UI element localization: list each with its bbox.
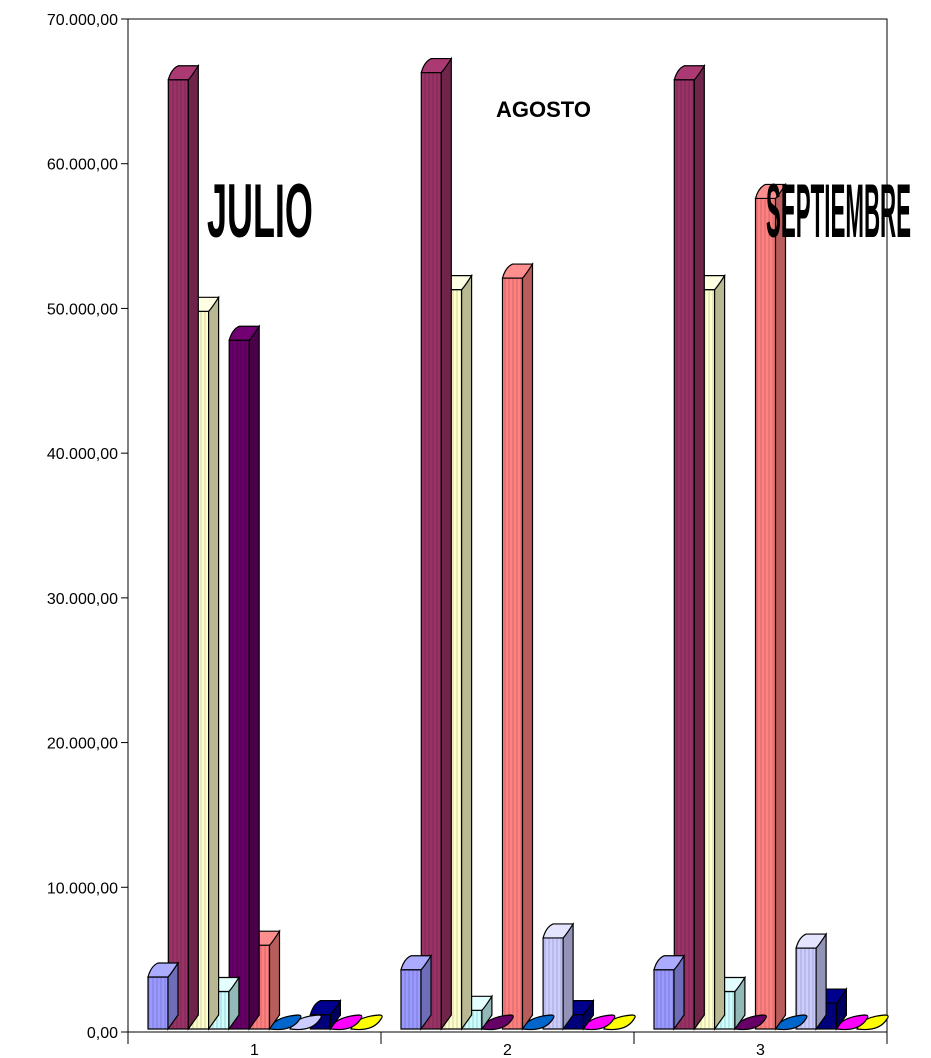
x-tick-label: 2 [503,1042,512,1058]
bar [653,953,686,1031]
bar [400,953,433,1031]
y-tick-label: 60.000,00 [47,157,118,174]
bar [754,182,787,1031]
bar [481,1014,514,1031]
annotation-julio: JULIO [207,168,313,254]
bar [582,1014,616,1031]
y-tick-label: 40.000,00 [47,446,118,463]
bar [734,1014,767,1031]
bar [795,932,828,1031]
plot-area [127,18,888,1033]
y-tick-label: 30.000,00 [47,591,118,608]
x-tick-label: 3 [756,1042,765,1058]
bar [501,262,534,1031]
bar [420,56,453,1031]
bars-group [147,56,889,1031]
bar [269,1014,302,1031]
y-tick-label: 50.000,00 [47,301,118,318]
annotation-septiembre: SEPTIEMBRE [766,169,911,253]
bar [522,1014,555,1031]
y-tick-label: 10.000,00 [47,880,118,897]
y-tick-label: 0,00 [87,1025,118,1042]
y-tick-label: 70.000,00 [47,12,118,29]
bar [167,63,200,1031]
plot-border [127,18,888,1033]
bar [542,922,575,1031]
bar [835,1014,869,1031]
bar [309,998,342,1031]
y-axis: 0,00 10.000,00 20.000,00 30.000,00 40.000,00… [47,12,128,1042]
annotation-agosto: AGOSTO [496,97,591,122]
bar [673,63,706,1031]
x-tick-label: 1 [250,1042,259,1058]
bar [228,324,261,1031]
bar [775,1014,808,1031]
bar [329,1014,363,1031]
bar [147,961,180,1031]
x-axis: 1 2 3 [127,1032,888,1058]
y-tick-label: 20.000,00 [47,736,118,753]
